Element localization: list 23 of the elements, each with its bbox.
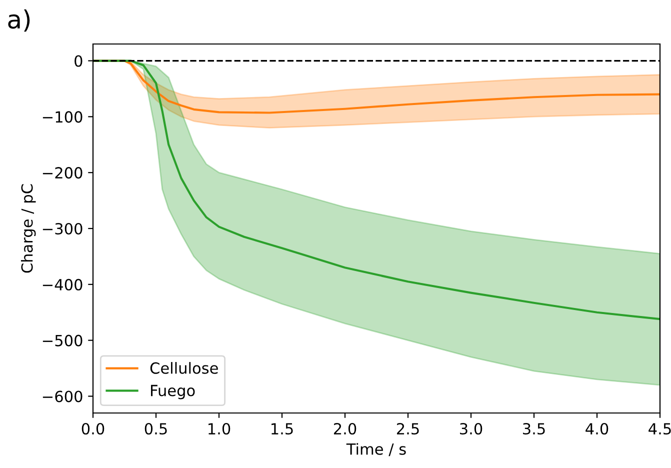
y-tick-label: 0 bbox=[74, 55, 82, 67]
y-tick-label: −400 bbox=[42, 278, 82, 290]
x-axis-title: Time / s bbox=[346, 443, 406, 456]
y-tick-label: −100 bbox=[42, 111, 82, 123]
x-tick-label: 3.0 bbox=[460, 422, 482, 435]
x-tick-label: 1.0 bbox=[208, 422, 230, 435]
x-tick-label: 2.5 bbox=[396, 422, 419, 435]
y-tick-label: −300 bbox=[42, 222, 82, 235]
x-tick-label: 0.5 bbox=[144, 422, 167, 435]
y-tick-label: −500 bbox=[42, 334, 82, 346]
y-axis-title: Charge / pC bbox=[20, 184, 36, 273]
x-tick-label: 3.5 bbox=[523, 422, 545, 435]
legend-label: Cellulose bbox=[150, 362, 218, 374]
x-tick-label: 4.0 bbox=[586, 422, 608, 435]
y-tick-label: −600 bbox=[42, 390, 82, 402]
x-tick-label: 1.5 bbox=[272, 423, 293, 435]
legend-label: Fuego bbox=[151, 384, 195, 400]
x-tick-label: 0.0 bbox=[82, 422, 104, 435]
x-tick-label: 4.5 bbox=[648, 423, 671, 435]
text: a) bbox=[8, 9, 30, 32]
y-tick-label: −200 bbox=[42, 167, 82, 179]
line-series bbox=[93, 60, 660, 320]
x-tick-label: 2.0 bbox=[334, 422, 356, 435]
